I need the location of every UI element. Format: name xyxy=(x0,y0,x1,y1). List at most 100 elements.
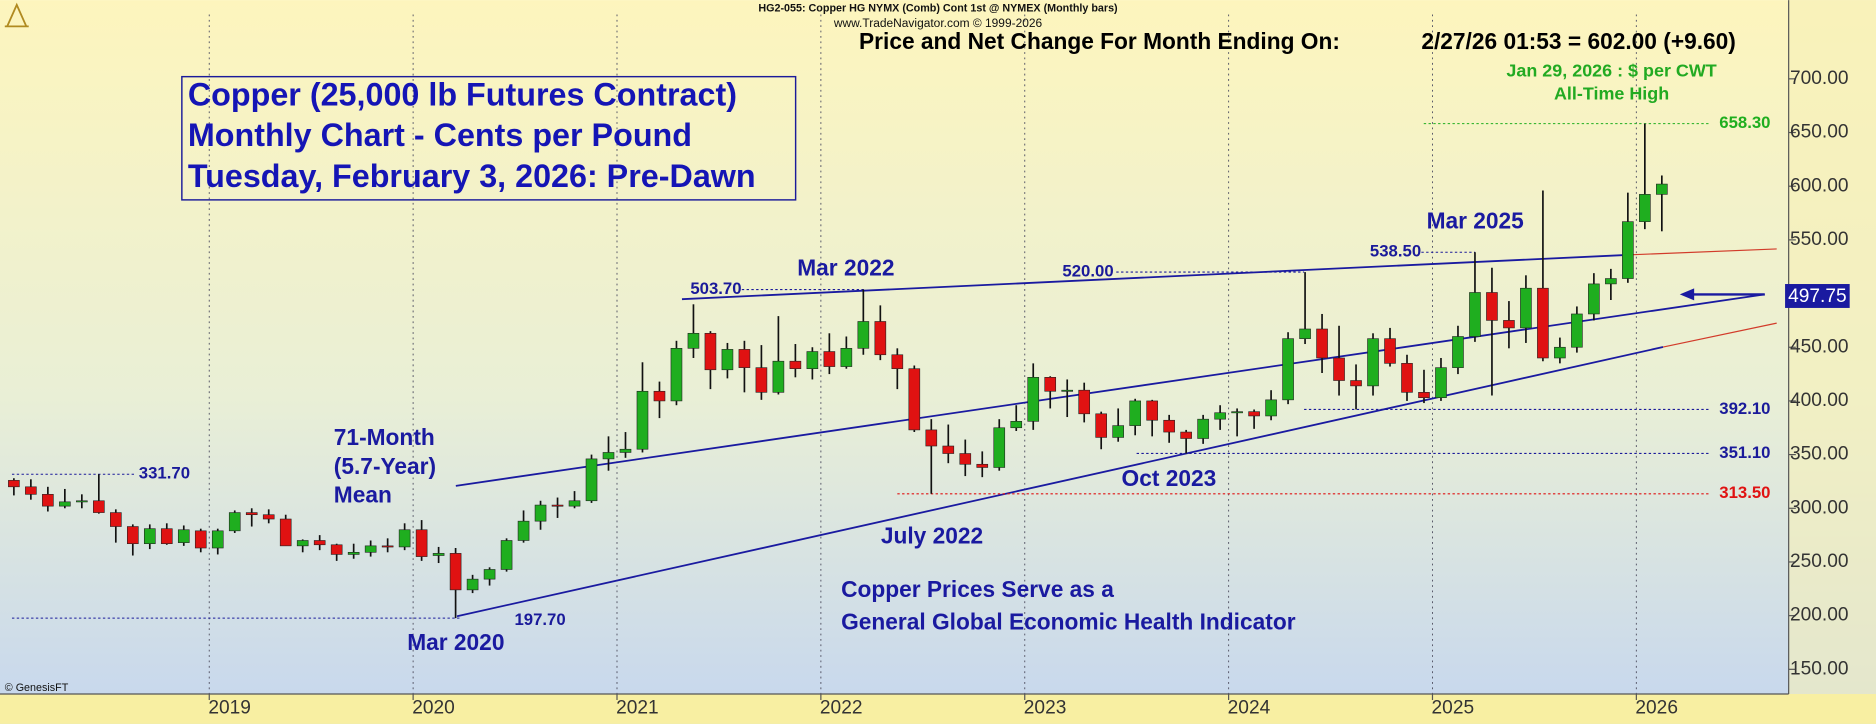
candle-body xyxy=(364,545,377,553)
candle-body xyxy=(1435,367,1447,399)
candle-body xyxy=(76,500,88,503)
candle-body xyxy=(211,530,224,549)
candle-body xyxy=(1605,278,1617,285)
candle-body xyxy=(653,390,666,402)
candle-body xyxy=(500,540,513,570)
level-label: 197.70 xyxy=(514,610,565,629)
candle-body xyxy=(874,321,887,356)
candle-body xyxy=(1418,392,1430,399)
candle-body xyxy=(1299,328,1311,339)
candle-body xyxy=(93,500,105,513)
candles-layer xyxy=(8,123,1668,619)
candle-body xyxy=(1180,431,1192,439)
x-tick-label: 2025 xyxy=(1432,697,1475,718)
lower-trendline xyxy=(456,346,1664,618)
candle-body xyxy=(551,504,564,507)
candle-body xyxy=(1520,287,1532,329)
candle-body xyxy=(1010,421,1023,429)
title: Monthly Chart - Cents per Pound xyxy=(188,117,692,153)
y-tick-label: 350.00 xyxy=(1790,444,1849,465)
candle-body xyxy=(330,544,343,555)
level-label: 313.50 xyxy=(1719,483,1770,502)
title-box xyxy=(181,75,797,201)
candle-body xyxy=(908,368,921,431)
candle-body xyxy=(602,452,615,460)
candle-body xyxy=(42,494,54,507)
annotation: Copper Prices Serve as a xyxy=(841,576,1114,602)
candle-body xyxy=(976,463,989,468)
level-label: 392.10 xyxy=(1719,399,1770,418)
level-label: 520.00 xyxy=(1062,262,1113,281)
candle-body xyxy=(1163,419,1175,433)
candle-body xyxy=(127,526,139,545)
candle-body xyxy=(228,512,241,532)
level-label: 658.30 xyxy=(1719,113,1770,132)
annotation: Mar 2025 xyxy=(1427,208,1524,234)
candle-body xyxy=(891,354,904,370)
candle-body xyxy=(25,486,37,495)
candle-body xyxy=(1129,400,1141,426)
candle-body xyxy=(1027,377,1040,422)
candle-body xyxy=(857,321,870,349)
title: Tuesday, February 3, 2026: Pre-Dawn xyxy=(188,158,756,194)
candle-body xyxy=(823,351,836,367)
candle-body xyxy=(1537,287,1549,359)
credit: © GenesisFT xyxy=(5,682,69,694)
candle-body xyxy=(1350,380,1362,387)
y-axis-strip xyxy=(1788,0,1876,695)
candle-body xyxy=(59,501,71,507)
candle-body xyxy=(636,390,649,450)
candle-body xyxy=(262,514,275,520)
annotation: Mar 2020 xyxy=(407,629,504,655)
annotation: General Global Economic Health Indicator xyxy=(841,608,1296,634)
candle-body xyxy=(738,349,751,368)
candle-body xyxy=(1078,389,1091,415)
x-tick-label: 2022 xyxy=(820,697,863,718)
header: HG2-055: Copper HG NYMX (Comb) Cont 1st … xyxy=(758,2,1118,14)
candle-body xyxy=(1248,411,1260,417)
candle-body xyxy=(1384,338,1396,364)
annotation: Mean xyxy=(334,482,392,508)
level-label: 351.10 xyxy=(1719,443,1770,462)
ath-caption: Jan 29, 2026 : $ per CWT xyxy=(1506,61,1716,81)
price-readout: 2/27/26 01:53 = 602.00 (+9.60) xyxy=(1421,28,1736,54)
y-tick-label: 450.00 xyxy=(1790,336,1849,357)
candle-body xyxy=(110,512,122,527)
candle-body xyxy=(585,458,598,502)
candle-body xyxy=(1554,346,1566,359)
candle-body xyxy=(194,530,207,549)
levels-layer: 331.70 197.70 503.70 520.00 538.50 658.30 392.… xyxy=(11,113,1850,629)
level-label: 331.70 xyxy=(139,464,190,483)
candle-body xyxy=(1146,400,1158,421)
candle-body xyxy=(296,540,309,547)
x-tick-label: 2020 xyxy=(412,697,455,718)
y-tick-label: 250.00 xyxy=(1790,551,1849,572)
candle-body xyxy=(840,348,853,367)
candle-body xyxy=(1367,338,1379,387)
candle-body xyxy=(993,427,1006,468)
candle-body xyxy=(279,518,292,547)
candle-body xyxy=(1316,328,1328,359)
candle-body xyxy=(1231,411,1243,414)
candle-body xyxy=(1197,418,1209,439)
grid-layer: 150.00 200.00 250.00 300.00 350.00 400.00 450.… xyxy=(208,14,1848,718)
candle-body xyxy=(1571,313,1583,348)
x-tick-label: 2023 xyxy=(1024,697,1067,718)
candle-body xyxy=(1656,183,1668,195)
source: www.TradeNavigator.com © 1999-2026 xyxy=(833,16,1043,30)
annotation: Oct 2023 xyxy=(1122,465,1217,491)
candle-body xyxy=(721,349,734,371)
candle-body xyxy=(347,551,360,555)
candle-body xyxy=(1044,377,1057,392)
annotation: July 2022 xyxy=(881,522,983,548)
y-tick-label: 300.00 xyxy=(1790,497,1849,518)
highlight-label: 497.75 xyxy=(1788,286,1847,307)
y-tick-label: 600.00 xyxy=(1790,175,1849,196)
candle-body xyxy=(1486,292,1498,321)
candle-body xyxy=(704,332,717,371)
annotation: 71-Month xyxy=(334,424,435,450)
candle-body xyxy=(687,332,700,349)
candle-body xyxy=(959,453,972,465)
y-tick-label: 400.00 xyxy=(1790,390,1849,411)
candle-body xyxy=(177,529,190,543)
